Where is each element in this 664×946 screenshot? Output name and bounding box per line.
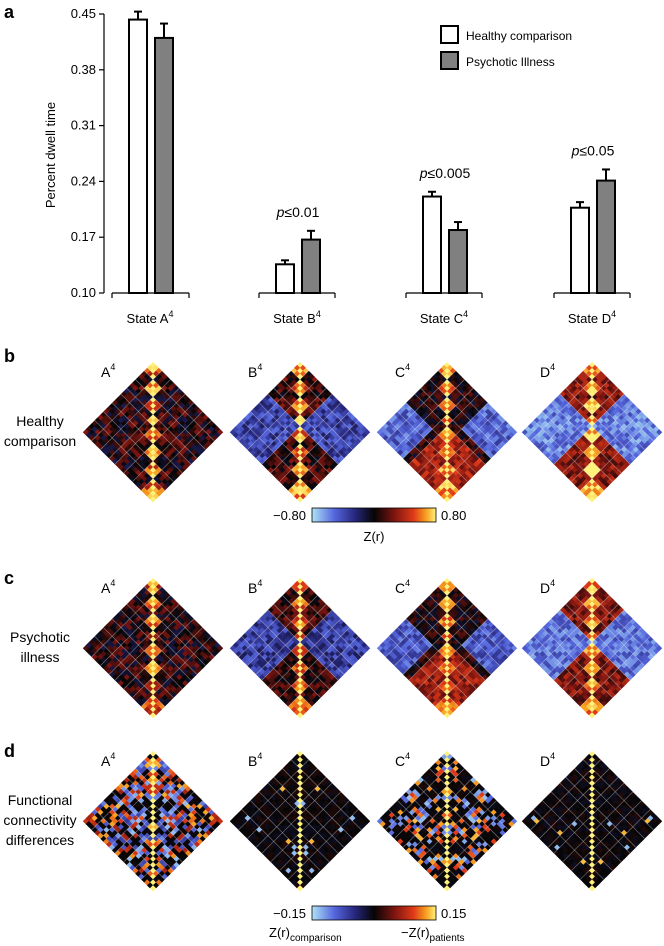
matrix-gridline <box>132 411 203 482</box>
matrix-gridline <box>114 393 186 465</box>
matrix-gridline <box>256 388 327 459</box>
matrix-gridline <box>111 402 183 474</box>
y-axis: 0.10 0.17 0.24 0.31 0.38 0.45 <box>71 6 105 300</box>
matrix-a-psychotic <box>82 578 224 719</box>
matrix-gridline <box>258 402 330 474</box>
matrix-cell <box>296 496 304 503</box>
panel-letter-b: b <box>4 346 15 366</box>
matrix-gridline <box>94 420 165 491</box>
matrix-gridline <box>241 420 312 491</box>
matrix-gridline <box>141 420 212 491</box>
matrix-gridline <box>123 402 195 474</box>
matrix-gridline <box>120 393 192 465</box>
bar-healthy-state-c <box>422 195 442 294</box>
matrix-state-label: C4 <box>395 578 410 596</box>
matrix-state-label: C4 <box>395 362 410 380</box>
bar-series <box>128 10 616 295</box>
legend-label-healthy: Healthy comparison <box>466 29 572 43</box>
matrix-d-healthy <box>521 362 663 503</box>
matrix-state-label: B4 <box>248 362 262 380</box>
matrix-gridline <box>91 370 162 441</box>
bar-healthy-state-b <box>275 263 295 294</box>
matrix-gridline <box>126 388 197 459</box>
matrix-gridline <box>103 411 174 482</box>
y-axis-label: Percent dwell time <box>43 102 58 208</box>
panel-letter-a: a <box>4 2 15 22</box>
bar-healthy-state-d <box>570 206 590 295</box>
matrix-gridline <box>100 379 171 450</box>
matrix-gridline <box>270 402 342 474</box>
matrix-state-label: A4 <box>101 578 115 596</box>
matrix-a-healthy <box>82 362 224 503</box>
x-axis-groups: State A4 State B4 State C4 State D4 <box>111 292 631 326</box>
panel-letter-d: d <box>4 741 15 761</box>
matrix-state-label: A4 <box>101 362 115 380</box>
matrix-gridline <box>267 393 339 465</box>
y-tick-label: 0.24 <box>71 173 96 188</box>
y-tick-label: 0.38 <box>71 62 96 77</box>
matrix-d-psychotic <box>521 578 663 719</box>
y-tick-label: 0.17 <box>71 229 96 244</box>
matrix-b-psychotic <box>229 578 371 719</box>
y-tick-label: 0.31 <box>71 118 96 133</box>
matrix-gridline <box>282 379 353 450</box>
matrix-state-label: D4 <box>540 578 555 596</box>
x-category-label: State B4 <box>273 309 321 326</box>
legend-label-psychotic: Psychotic Illness <box>466 55 555 69</box>
legend: Healthy comparison Psychotic Illness <box>440 25 572 70</box>
matrix-gridline <box>250 411 321 482</box>
matrix-c-psychotic <box>376 578 518 719</box>
matrix-gridline <box>109 388 180 459</box>
matrix-state-label: B4 <box>248 578 262 596</box>
bar-psychotic-state-c <box>448 229 468 294</box>
legend-swatch-psychotic <box>440 51 459 70</box>
p-value-annotation: p≤0.01 <box>276 204 320 220</box>
panel-letter-c: c <box>4 568 14 588</box>
matrix-gridline <box>144 370 215 441</box>
matrix-gridline <box>288 420 359 491</box>
significance-annotations: p≤0.01 p≤0.005 p≤0.05 <box>276 142 615 219</box>
matrix-gridline <box>279 411 350 482</box>
bar-healthy-state-a <box>128 18 148 295</box>
matrix-gridline <box>135 379 206 450</box>
matrix-b-healthy <box>229 362 371 503</box>
matrix-gridline <box>261 393 333 465</box>
bar-psychotic-state-d <box>596 179 616 294</box>
x-category-label: State C4 <box>420 309 468 326</box>
x-category-label: State A4 <box>127 309 174 326</box>
matrix-gridline <box>291 370 362 441</box>
matrix-gridline <box>238 370 309 441</box>
y-tick-label: 0.10 <box>71 285 96 300</box>
matrix-cell <box>149 496 157 503</box>
p-value-annotation: p≤0.005 <box>419 165 471 181</box>
matrix-a-diff <box>82 751 224 892</box>
matrix-c-healthy <box>376 362 518 503</box>
bar-psychotic-state-b <box>301 238 321 295</box>
bar-psychotic-state-a <box>154 36 174 294</box>
matrix-gridline <box>273 388 344 459</box>
legend-swatch-healthy <box>440 25 459 44</box>
matrix-gridline <box>247 379 318 450</box>
p-value-annotation: p≤0.05 <box>571 142 615 158</box>
y-tick-label: 0.45 <box>71 6 96 21</box>
x-category-label: State D4 <box>568 309 616 326</box>
matrix-state-label: D4 <box>540 362 555 380</box>
